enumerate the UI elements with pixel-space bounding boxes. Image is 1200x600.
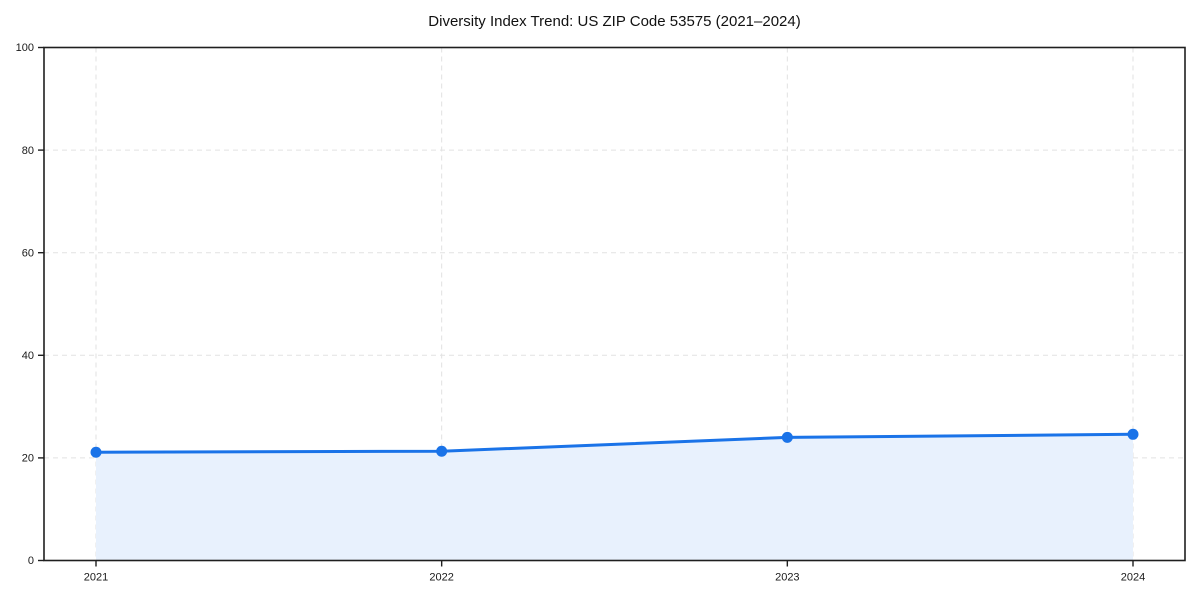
data-point-marker xyxy=(781,431,793,443)
y-tick-label: 100 xyxy=(16,42,34,54)
data-point-marker xyxy=(1127,428,1139,440)
data-point-marker xyxy=(436,445,448,457)
y-tick-label: 80 xyxy=(22,145,34,157)
trend-line xyxy=(94,432,1135,454)
y-tick-label: 60 xyxy=(22,247,34,259)
x-tick-label: 2021 xyxy=(84,572,108,584)
x-tick-label: 2024 xyxy=(1121,572,1145,584)
y-tick-label: 40 xyxy=(22,350,34,362)
plot-frame xyxy=(43,46,1186,562)
y-tick-label: 0 xyxy=(28,555,34,567)
y-tick-label: 20 xyxy=(22,453,34,465)
area-fill xyxy=(96,434,1133,561)
chart-title: Diversity Index Trend: US ZIP Code 53575… xyxy=(428,13,801,30)
x-tick-label: 2023 xyxy=(775,572,799,584)
data-point-marker xyxy=(90,446,102,458)
x-tick-label: 2022 xyxy=(429,572,453,584)
